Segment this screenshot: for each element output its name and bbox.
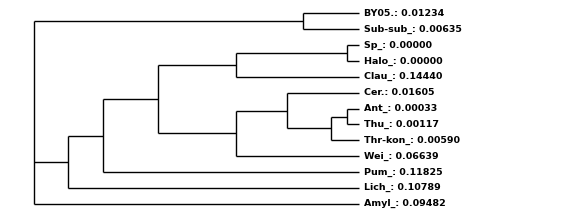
Text: Pum_: 0.11825: Pum_: 0.11825 [364,168,442,177]
Text: Ant_: 0.00033: Ant_: 0.00033 [364,104,437,113]
Text: Thr-kon_: 0.00590: Thr-kon_: 0.00590 [364,136,460,145]
Text: Sub-sub_: 0.00635: Sub-sub_: 0.00635 [364,25,462,34]
Text: Halo_: 0.00000: Halo_: 0.00000 [364,56,442,65]
Text: Cer.: 0.01605: Cer.: 0.01605 [364,88,434,97]
Text: Sp_: 0.00000: Sp_: 0.00000 [364,40,432,50]
Text: Wei_: 0.06639: Wei_: 0.06639 [364,152,438,161]
Text: Thu_: 0.00117: Thu_: 0.00117 [364,120,439,129]
Text: Lich_: 0.10789: Lich_: 0.10789 [364,183,441,192]
Text: Amyl_: 0.09482: Amyl_: 0.09482 [364,199,446,208]
Text: Clau_: 0.14440: Clau_: 0.14440 [364,72,442,81]
Text: BY05.: 0.01234: BY05.: 0.01234 [364,9,444,18]
